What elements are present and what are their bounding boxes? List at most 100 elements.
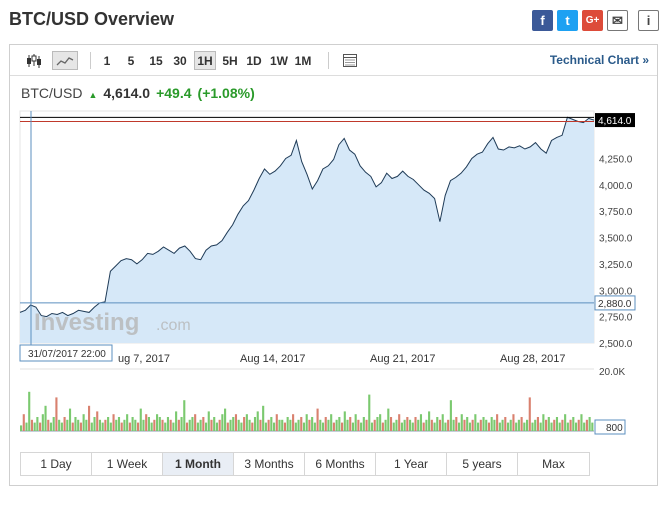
line-chart-icon[interactable] [52,51,78,70]
range-1-month[interactable]: 1 Month [163,453,234,475]
interval-1[interactable]: 1 [103,53,111,68]
volume-bar [283,422,286,431]
volume-bar [52,417,55,431]
google-plus-icon[interactable]: G+ [582,10,603,31]
crosshair-price-label: 2,880.0 [598,299,632,310]
volume-bar [60,422,63,431]
volume-bar [98,419,102,431]
watermark-brand: Investing [34,309,139,336]
volume-bar [349,417,352,431]
interval-30[interactable]: 30 [173,53,187,68]
volume-bar [196,422,199,431]
x-tick-label: ug 7, 2017 [118,353,170,365]
volume-bar [330,414,333,431]
volume-bar [28,391,31,431]
volume-bar [251,422,254,431]
volume-bar [25,422,28,431]
volume-bar [493,419,496,431]
volume-bar [85,419,88,431]
table-icon[interactable] [340,51,360,70]
volume-bar [150,422,153,431]
page-title: BTC/USD Overview [9,9,175,29]
volume-bar [419,414,423,431]
volume-bar [47,419,50,431]
volume-bar [591,422,594,431]
volume-bar [305,414,308,431]
volume-bar [463,419,466,431]
mail-icon[interactable]: ✉ [607,10,628,31]
interval-1m[interactable]: 1M [294,53,312,68]
volume-bar [226,422,229,431]
crosshair-time-label: 31/07/2017 22:00 [28,349,106,360]
facebook-icon[interactable]: f [532,10,553,31]
interval-5[interactable]: 5 [127,53,135,68]
volume-bar [498,422,501,431]
volume-bar [82,414,85,431]
y-tick-label: 3,000.0 [599,286,633,297]
volume-bar [30,419,33,431]
technical-chart-link[interactable]: Technical Chart » [549,53,649,67]
volume-bar [319,419,322,431]
range-1-day[interactable]: 1 Day [21,453,92,475]
volume-bar [90,422,93,431]
volume-bar [259,419,262,431]
volume-bar [204,422,208,431]
range-1-week[interactable]: 1 Week [92,453,163,475]
volume-bar [376,417,379,431]
volume-bar [183,400,186,431]
interval-1d[interactable]: 1D [246,53,262,68]
volume-bar [156,414,159,431]
volume-bar [185,422,189,431]
volume-bar [392,422,395,431]
volume-bar [123,419,126,431]
volume-bar [550,422,553,431]
interval-5h[interactable]: 5H [222,53,238,68]
volume-bar [134,419,137,431]
twitter-icon[interactable]: t [557,10,578,31]
volume-bar [321,422,325,431]
volume-bar [213,417,216,431]
toolbar-divider [90,52,91,69]
interval-1w[interactable]: 1W [270,53,288,68]
price-line [19,116,595,318]
range-5-years[interactable]: 5 years [447,453,518,475]
volume-bar [49,422,53,431]
volume-bar [580,414,583,431]
range-1-year[interactable]: 1 Year [376,453,447,475]
range-3-months[interactable]: 3 Months [234,453,305,475]
volume-bar [411,422,414,431]
volume-bar [218,419,221,431]
volume-bar [33,422,36,431]
volume-bar [517,419,520,431]
price-chart[interactable]: 4,250.0 4,000.0 3,750.0 3,500.0 3,250.0 3,000… [10,45,659,445]
volume-bar [115,419,118,431]
range-max[interactable]: Max [518,453,589,475]
y-tick-label: 2,500.0 [599,339,633,350]
volume-bar [253,417,257,431]
volume-bar [278,419,281,431]
info-icon[interactable]: i [638,10,659,31]
volume-bar [457,422,461,431]
range-6-months[interactable]: 6 Months [305,453,376,475]
last-price-label: 4,614.0 [598,116,632,127]
candlestick-icon[interactable] [22,51,46,70]
price-area [20,117,594,343]
volume-bar [572,417,575,431]
volume-bar [177,419,180,431]
volume-bar [512,414,515,431]
volume-bar [343,411,346,431]
volume-bar [131,417,134,431]
volume-bar [270,417,273,431]
volume-bar [164,422,167,431]
price-change: +49.4 [156,85,192,101]
volume-bar [362,417,365,431]
volume-bar [444,422,447,431]
volume-bar [275,414,278,431]
volume-bar [294,422,297,431]
volume-bar [441,414,444,431]
volume-bar [41,414,44,431]
volume-bar [234,414,238,431]
interval-15[interactable]: 15 [149,53,163,68]
interval-1h[interactable]: 1H [194,51,216,70]
volume-bar [466,417,469,431]
